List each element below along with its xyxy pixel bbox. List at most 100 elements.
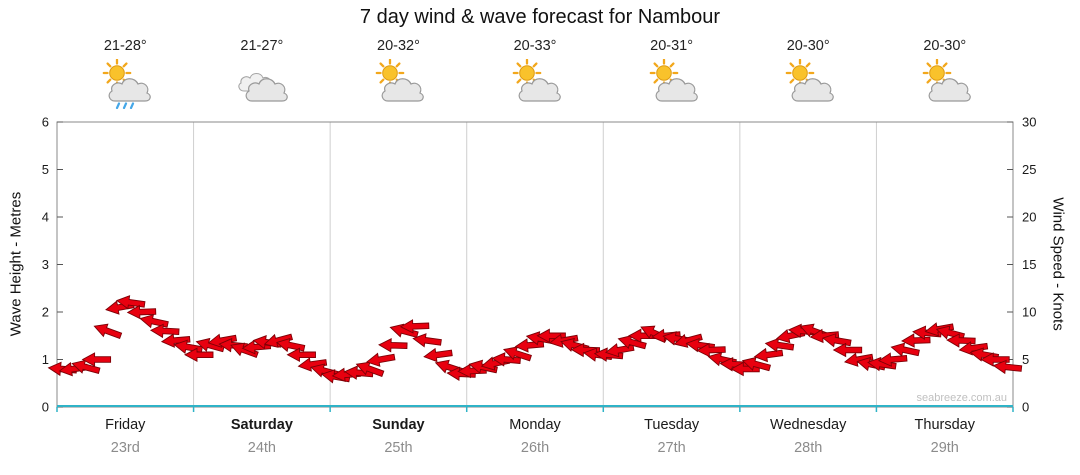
wind-arrow — [263, 333, 293, 348]
day-date: 24th — [247, 440, 276, 456]
wind-arrow — [924, 322, 955, 337]
wind-arrow — [707, 352, 737, 367]
right-tick-label: 20 — [1022, 210, 1036, 225]
right-tick-label: 25 — [1022, 162, 1036, 177]
wind-arrow — [640, 325, 669, 342]
wind-arrow — [662, 331, 692, 346]
day-date: 25th — [384, 440, 413, 456]
wind-arrow — [741, 356, 771, 372]
clouds-icon — [234, 59, 290, 109]
wind-arrow — [297, 357, 328, 372]
sun-cloud-icon — [917, 58, 973, 109]
cloud-glyph — [791, 78, 834, 102]
wind-arrow — [935, 325, 965, 340]
temperature-range: 20-32° — [377, 38, 420, 54]
wind-arrow — [719, 356, 750, 372]
temperature-range: 20-33° — [513, 38, 557, 54]
cloud-glyph — [518, 78, 561, 102]
wind-arrow — [890, 342, 920, 357]
wind-arrow — [696, 342, 726, 358]
wind-arrow — [946, 333, 976, 348]
wind-arrow — [365, 352, 396, 367]
sun-cloud-rain-icon — [97, 58, 153, 110]
temperature-range: 20-30° — [786, 38, 830, 54]
day-date-row: 23rd 24th 25th 26th 27th 28th 29th — [57, 440, 1013, 456]
left-tick-label: 1 — [42, 352, 49, 367]
left-tick-label: 3 — [42, 257, 49, 272]
wind-arrow — [320, 369, 351, 384]
wind-arrow — [992, 359, 1023, 375]
cloud-glyph — [928, 78, 971, 102]
cloud-glyph — [655, 78, 698, 102]
wind-arrow — [230, 342, 259, 358]
wind-arrow — [389, 323, 419, 338]
day-name: Friday — [105, 417, 146, 433]
watermark: seabreeze.com.au — [917, 392, 1008, 404]
day-summary: 20-30° — [740, 38, 877, 109]
wind-arrow — [491, 352, 521, 367]
wind-arrow — [139, 314, 169, 329]
right-tick-label: 30 — [1022, 115, 1036, 130]
plot-border — [56, 121, 1014, 408]
temperature-range: 21-28° — [103, 38, 147, 54]
sun-cloud-icon — [507, 58, 563, 109]
right-axis-label: Wind Speed - Knots — [1049, 197, 1067, 331]
wind-arrow — [502, 346, 532, 362]
wind-arrow — [331, 367, 362, 383]
left-axis-label: Wave Height - Metres — [7, 191, 25, 337]
wind-arrow — [604, 343, 635, 358]
wind-arrow — [58, 362, 89, 377]
wind-arrow — [149, 323, 180, 339]
wind-arrow — [775, 329, 806, 344]
wind-arrow — [275, 337, 306, 353]
wind-arrow — [560, 337, 590, 353]
day-name: Tuesday — [644, 417, 700, 433]
day-summary: 20-31° — [603, 38, 740, 109]
wind-arrow — [799, 323, 829, 339]
day-name: Thursday — [914, 417, 975, 433]
day-date: 29th — [930, 440, 959, 456]
day-summary: 21-28° — [57, 38, 194, 110]
temperature-range: 21-27° — [240, 38, 284, 54]
wind-arrow — [514, 338, 545, 353]
wind-arrow — [47, 361, 78, 377]
wind-arrow — [446, 366, 476, 381]
day-name: Wednesday — [770, 417, 847, 433]
cloud-glyph — [108, 78, 152, 102]
day-date: 26th — [520, 440, 550, 456]
wind-arrow — [843, 352, 874, 367]
page-title: 7 day wind & wave forecast for Nambour — [359, 6, 721, 28]
day-date: 27th — [657, 440, 686, 456]
wind-arrow — [480, 356, 511, 371]
wind-arrow — [525, 331, 556, 346]
right-tick-label: 0 — [1022, 400, 1029, 415]
wind-arrow — [969, 347, 1000, 362]
wind-arrow — [343, 365, 374, 380]
sun-cloud-icon — [644, 58, 700, 109]
wind-arrow — [195, 337, 225, 353]
wind-arrow — [412, 333, 442, 348]
wind-arrow — [468, 359, 498, 374]
wind-arrow — [877, 352, 908, 367]
wind-arrow — [764, 337, 795, 353]
wind-arrow — [71, 359, 101, 374]
day-summary: 20-33° — [467, 38, 604, 109]
day-summary: 20-30° — [876, 38, 1013, 109]
day-name: Sunday — [372, 417, 425, 433]
wind-arrow — [105, 300, 135, 315]
wind-arrow — [809, 328, 840, 344]
wind-arrow — [399, 319, 430, 334]
sun-cloud-icon — [370, 58, 426, 109]
wind-arrow — [310, 363, 340, 378]
wind-arrow — [378, 337, 408, 353]
cloud-glyph — [245, 78, 288, 102]
wind-arrow — [912, 325, 942, 340]
wind-arrow — [627, 328, 658, 344]
wind-arrow — [787, 323, 818, 339]
wind-arrow — [685, 337, 716, 353]
temperature-range: 20-31° — [650, 38, 694, 54]
right-tick-label: 10 — [1022, 305, 1036, 320]
temperature-range: 20-30° — [923, 38, 967, 54]
cloud-glyph — [382, 78, 425, 102]
wind-arrow — [958, 341, 989, 356]
